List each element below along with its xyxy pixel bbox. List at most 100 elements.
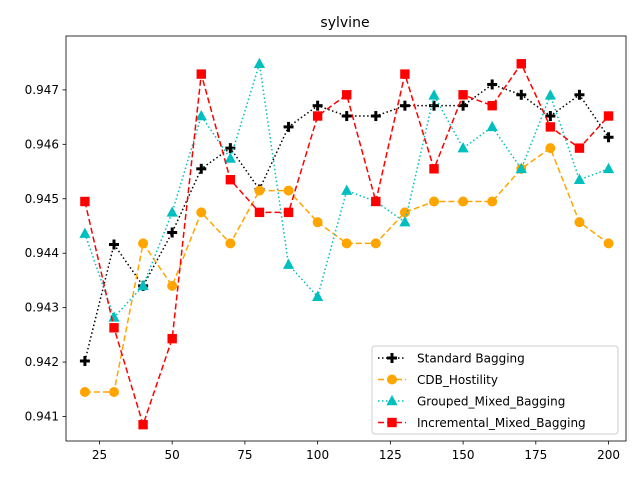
x-tick-label: 150 [452, 448, 475, 462]
chart-title: sylvine [320, 15, 369, 31]
data-point [574, 217, 585, 228]
legend-label: Grouped_Mixed_Bagging [417, 395, 565, 409]
data-point [429, 164, 439, 174]
data-point [341, 184, 353, 195]
y-tick-label: 0.941 [25, 410, 59, 424]
data-point [545, 143, 556, 154]
data-point [370, 238, 381, 249]
y-tick-label: 0.943 [25, 301, 59, 315]
data-point [371, 196, 381, 207]
data-point [515, 162, 527, 174]
legend-box [371, 345, 619, 435]
legend: Standard Bagging CDB_Hostility Grouped_Mix… [371, 345, 619, 435]
legend-marker [387, 353, 397, 363]
data-point [399, 100, 410, 111]
data-point [545, 122, 556, 132]
data-point [458, 90, 468, 100]
data-point [79, 355, 90, 366]
x-tick-label: 75 [237, 448, 252, 462]
data-point [224, 152, 236, 163]
data-point [486, 120, 498, 132]
data-point [138, 238, 149, 249]
data-point [429, 196, 439, 207]
data-point [545, 111, 556, 122]
data-point [225, 143, 236, 154]
data-point [138, 419, 148, 430]
legend-marker [386, 394, 398, 406]
data-point [312, 100, 323, 111]
data-point [457, 142, 469, 153]
data-point [79, 387, 90, 398]
data-point [225, 175, 236, 185]
data-point [603, 111, 614, 121]
y-tick-label: 0.942 [25, 355, 59, 369]
data-point [195, 109, 207, 121]
legend-marker [387, 374, 397, 385]
data-point [487, 100, 497, 111]
data-point [341, 111, 352, 122]
plot-area [79, 57, 615, 430]
data-point [282, 258, 295, 269]
data-point [109, 387, 119, 398]
data-point [602, 162, 615, 174]
legend-label: Standard Bagging [417, 352, 525, 366]
x-tick-label: 50 [165, 448, 180, 462]
data-point [487, 196, 498, 207]
data-point [254, 185, 265, 196]
data-point [370, 111, 381, 122]
legend-label: CDB_Hostility [417, 373, 498, 387]
data-point [167, 280, 178, 291]
data-point [574, 89, 585, 100]
data-point [312, 290, 324, 301]
data-point [283, 121, 294, 132]
series-0 [79, 79, 614, 366]
data-point [196, 163, 207, 174]
data-point [312, 111, 323, 121]
legend-entry: Grouped_Mixed_Bagging [378, 395, 565, 409]
legend-label: Incremental_Mixed_Bagging [417, 416, 586, 430]
data-point [603, 238, 614, 249]
data-point [458, 100, 469, 111]
data-point [196, 69, 206, 79]
x-tick-label: 175 [524, 448, 547, 462]
data-point [225, 238, 236, 249]
x-tick-label: 25 [92, 448, 107, 462]
data-point [166, 206, 178, 217]
y-tick-label: 0.946 [25, 137, 59, 151]
data-point [341, 238, 352, 249]
x-tick-label: 125 [379, 448, 402, 462]
data-point [109, 323, 119, 333]
axes-frame [65, 35, 627, 442]
data-point [79, 227, 91, 238]
legend-entry: Standard Bagging [378, 352, 525, 366]
data-point [196, 207, 207, 218]
data-point [253, 57, 266, 69]
data-point [109, 239, 119, 250]
data-point [516, 89, 527, 100]
data-point [342, 90, 352, 100]
data-point [399, 207, 410, 218]
data-point [573, 173, 586, 184]
data-point [399, 216, 411, 227]
data-point [544, 89, 556, 100]
data-point [603, 132, 614, 143]
data-point [574, 143, 585, 153]
y-tick-label: 0.945 [25, 192, 59, 206]
data-point [487, 79, 498, 90]
data-point [516, 59, 526, 69]
data-point [428, 89, 440, 100]
data-point [400, 69, 410, 79]
x-tick-label: 200 [597, 448, 620, 462]
legend-marker [387, 417, 397, 428]
data-point [167, 227, 178, 238]
legend-entry: Incremental_Mixed_Bagging [378, 416, 586, 430]
data-point [80, 196, 90, 207]
data-point [283, 207, 294, 218]
data-point [312, 217, 323, 228]
data-point [137, 279, 149, 291]
y-tick-label: 0.947 [25, 83, 59, 97]
data-point [167, 333, 177, 344]
series-3 [80, 59, 614, 430]
legend-entry: CDB_Hostility [378, 373, 498, 387]
